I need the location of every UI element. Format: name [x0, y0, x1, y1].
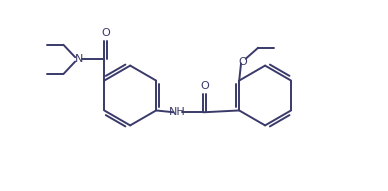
Text: O: O [200, 81, 209, 91]
Text: NH: NH [169, 107, 185, 117]
Text: N: N [74, 54, 83, 64]
Text: O: O [101, 28, 110, 38]
Text: O: O [239, 57, 247, 67]
